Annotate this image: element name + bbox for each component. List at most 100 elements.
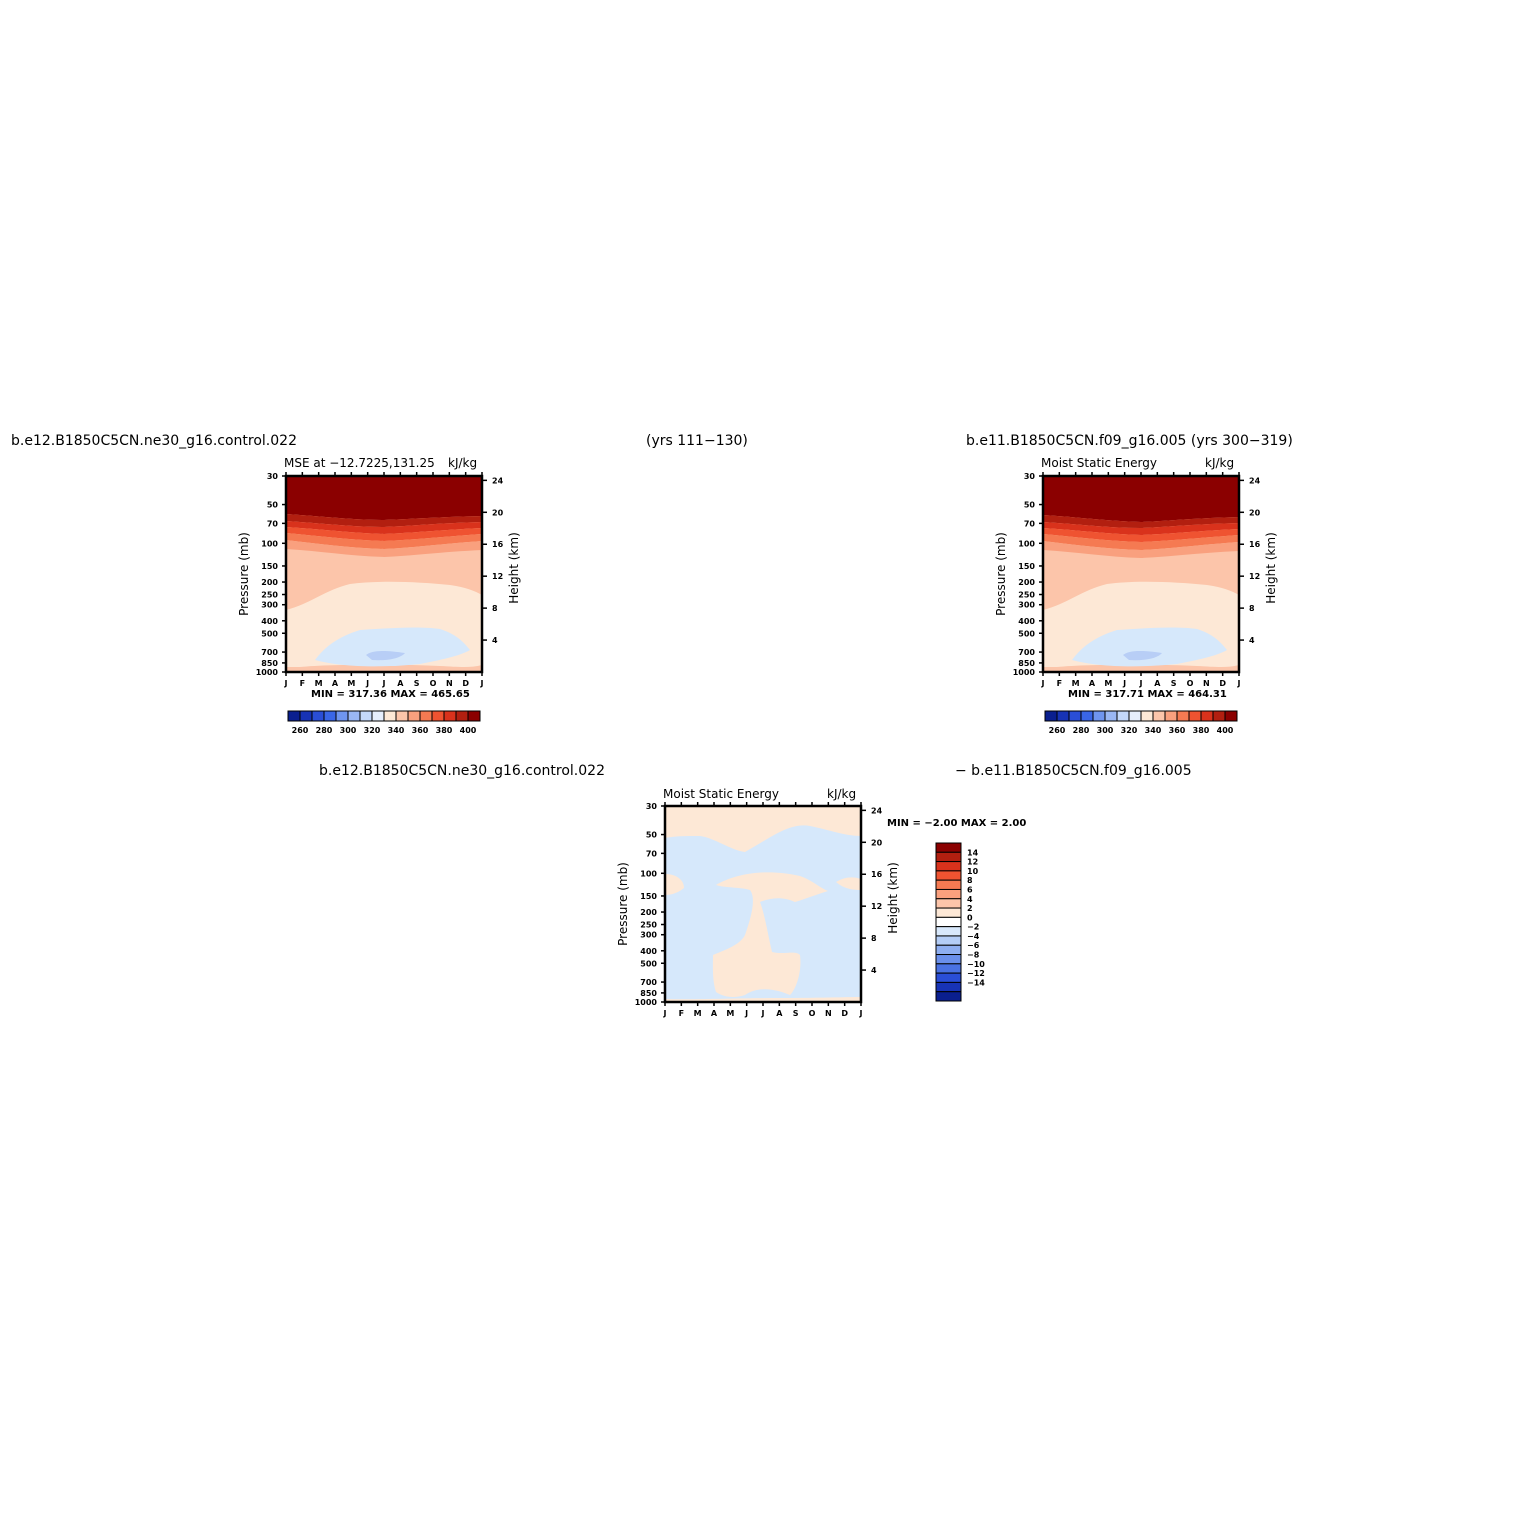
colorbar-label: 260 bbox=[1049, 726, 1066, 735]
x-tick-label: D bbox=[1219, 679, 1226, 688]
colorbar-label: −6 bbox=[967, 941, 980, 950]
y-tick-label: 400 bbox=[640, 947, 657, 956]
y2-axis-label: Height (km) bbox=[507, 532, 521, 603]
y-tick-label: 300 bbox=[1018, 601, 1035, 610]
colorbar-box bbox=[467, 710, 481, 722]
colorbar-box bbox=[1152, 710, 1166, 722]
x-tick-label: M bbox=[694, 1009, 702, 1018]
y-axis-label: Pressure (mb) bbox=[994, 532, 1008, 616]
colorbar-label: 0 bbox=[967, 913, 973, 922]
y2-tick-label: 4 bbox=[1249, 636, 1255, 645]
y-tick-label: 500 bbox=[1018, 629, 1035, 638]
colorbar-box bbox=[1224, 710, 1238, 722]
colorbar-box bbox=[1056, 710, 1070, 722]
x-tick-label: J bbox=[1237, 679, 1241, 688]
colorbar-box bbox=[935, 861, 962, 872]
colorbar-label: 400 bbox=[1217, 726, 1234, 735]
colorbar-box bbox=[359, 710, 373, 722]
colorbar-box bbox=[935, 954, 962, 965]
y-tick-label: 1000 bbox=[1013, 668, 1036, 677]
y2-tick-label: 8 bbox=[871, 934, 877, 943]
y2-tick-label: 24 bbox=[1249, 476, 1261, 485]
colorbar-box bbox=[1044, 710, 1058, 722]
colorbar-box bbox=[1092, 710, 1106, 722]
colorbar-label: −10 bbox=[967, 960, 985, 969]
panel2-axes: J F M A M J J A S O N D J305070100150200250300400500… bbox=[994, 472, 1278, 688]
colorbar-box bbox=[1068, 710, 1082, 722]
colorbar-box bbox=[935, 972, 962, 983]
x-tick-label: S bbox=[793, 1009, 799, 1018]
colorbar-label: 360 bbox=[412, 726, 429, 735]
y2-tick-label: 16 bbox=[492, 540, 504, 549]
y-tick-label: 150 bbox=[640, 892, 657, 901]
y-tick-label: 1000 bbox=[256, 668, 279, 677]
colorbar-label: 280 bbox=[1073, 726, 1090, 735]
x-tick-label: J bbox=[1041, 679, 1045, 688]
colorbar-label: 8 bbox=[967, 876, 973, 885]
panel2-colorbar: 260 280 300 320 340 360 380 400 bbox=[1044, 710, 1238, 735]
y-tick-label: 150 bbox=[1018, 562, 1035, 571]
y2-tick-label: 20 bbox=[1249, 508, 1261, 517]
y2-axis-label: Height (km) bbox=[1264, 532, 1278, 603]
x-tick-label: J bbox=[382, 679, 386, 688]
colorbar-label: −12 bbox=[967, 969, 985, 978]
x-tick-label: M bbox=[1104, 679, 1112, 688]
colorbar-label: 14 bbox=[967, 848, 979, 857]
panel2-minmax: MIN = 317.71 MAX = 464.31 bbox=[1068, 689, 1227, 700]
y-tick-label: 400 bbox=[1018, 617, 1035, 626]
x-tick-label: D bbox=[841, 1009, 848, 1018]
colorbar-label: 400 bbox=[460, 726, 477, 735]
colorbar-box bbox=[1116, 710, 1130, 722]
y-tick-label: 30 bbox=[646, 802, 658, 811]
colorbar-box bbox=[395, 710, 409, 722]
x-tick-label: J bbox=[761, 1009, 765, 1018]
colorbar-box bbox=[1128, 710, 1142, 722]
colorbar-box bbox=[1164, 710, 1178, 722]
y-tick-label: 30 bbox=[1024, 472, 1036, 481]
colorbar-label: −2 bbox=[967, 923, 979, 932]
colorbar-box bbox=[935, 981, 962, 993]
colorbar-box bbox=[1212, 710, 1226, 722]
y2-tick-label: 20 bbox=[492, 508, 504, 517]
y-tick-label: 1000 bbox=[635, 998, 658, 1007]
y2-tick-label: 12 bbox=[492, 572, 503, 581]
colorbar-label: 260 bbox=[292, 726, 309, 735]
colorbar-box bbox=[935, 935, 962, 946]
y-tick-label: 700 bbox=[261, 648, 278, 657]
panel2-contours bbox=[1043, 476, 1239, 672]
y2-tick-label: 20 bbox=[871, 838, 883, 847]
x-tick-label: J bbox=[859, 1009, 863, 1018]
x-tick-label: F bbox=[300, 679, 305, 688]
y-tick-label: 300 bbox=[640, 931, 657, 940]
left-case-caption: b.e12.B1850C5CN.ne30_g16.control.022 bbox=[11, 433, 297, 449]
colorbar-box bbox=[371, 710, 385, 722]
panel1-contours bbox=[286, 476, 482, 672]
colorbar-box bbox=[935, 944, 962, 956]
colorbar-label: −8 bbox=[967, 951, 980, 960]
colorbar-box bbox=[1176, 710, 1190, 722]
x-tick-label: J bbox=[1122, 679, 1126, 688]
colorbar-box bbox=[935, 879, 962, 890]
x-tick-label: M bbox=[1072, 679, 1080, 688]
x-tick-label: J bbox=[365, 679, 369, 688]
colorbar-box bbox=[935, 851, 962, 863]
x-tick-label: A bbox=[397, 679, 404, 688]
colorbar-box bbox=[935, 870, 962, 881]
y-tick-label: 200 bbox=[261, 578, 278, 587]
x-tick-label: S bbox=[1171, 679, 1177, 688]
colorbar-box bbox=[419, 710, 433, 722]
x-tick-label: J bbox=[284, 679, 288, 688]
diff-left-caption: b.e12.B1850C5CN.ne30_g16.control.022 bbox=[319, 763, 605, 779]
colorbar-box bbox=[935, 963, 962, 974]
y2-tick-label: 12 bbox=[1249, 572, 1260, 581]
y-tick-label: 50 bbox=[1024, 501, 1036, 510]
y2-tick-label: 24 bbox=[871, 806, 883, 815]
y-tick-label: 250 bbox=[640, 921, 657, 930]
diff-right-caption: − b.e11.B1850C5CN.f09_g16.005 bbox=[955, 763, 1192, 779]
x-tick-label: O bbox=[1187, 679, 1194, 688]
y-tick-label: 100 bbox=[261, 539, 278, 548]
colorbar-box bbox=[335, 710, 349, 722]
panel1-units: kJ/kg bbox=[448, 456, 478, 470]
